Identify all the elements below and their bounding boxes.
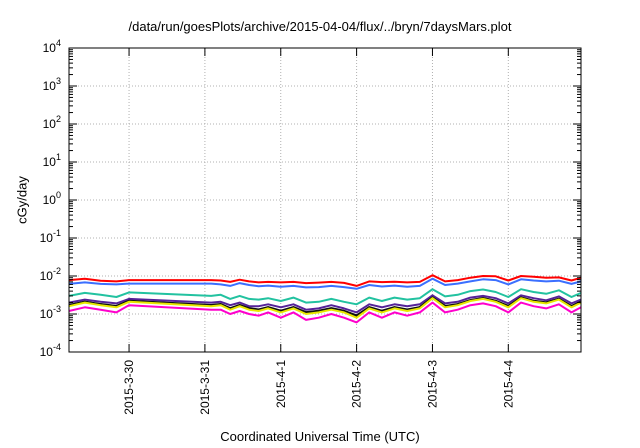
x-tick-label: 2015-4-3 — [425, 360, 439, 408]
x-tick-label: 2015-3-30 — [122, 360, 136, 415]
x-tick-label: 2015-4-4 — [501, 360, 515, 408]
y-tick-label: 100 — [43, 190, 61, 207]
y-tick-label: 10-4 — [40, 342, 61, 359]
series-lines — [68, 274, 582, 324]
series-line-7 — [68, 301, 582, 324]
y-tick-label: 10-3 — [40, 304, 61, 321]
y-tick-label: 102 — [43, 114, 61, 131]
series-line-2 — [68, 277, 582, 290]
x-tick-label: 2015-4-2 — [350, 360, 364, 408]
y-tick-label: 104 — [43, 38, 61, 55]
x-tick-label: 2015-3-31 — [198, 360, 212, 415]
y-tick-label: 10-1 — [40, 228, 61, 245]
x-tick-label: 2015-4-1 — [274, 360, 288, 408]
series-line-3 — [68, 288, 582, 306]
y-tick-label: 101 — [43, 152, 61, 169]
y-axis-label: cGy/day — [14, 176, 30, 224]
axis-ticks: 10-4 10-3 10-2 10-1 100 101 102 103 104 2015-3-30… — [40, 38, 581, 415]
y-tick-label: 103 — [43, 76, 61, 93]
series-line-1 — [68, 274, 582, 287]
chart-title: /data/run/goesPlots/archive/2015-04-04/f… — [128, 19, 512, 34]
series-line-4 — [68, 294, 582, 314]
x-axis-label: Coordinated Universal Time (UTC) — [220, 429, 420, 444]
y-tick-label: 10-2 — [40, 266, 61, 283]
series-line-6 — [68, 297, 582, 319]
